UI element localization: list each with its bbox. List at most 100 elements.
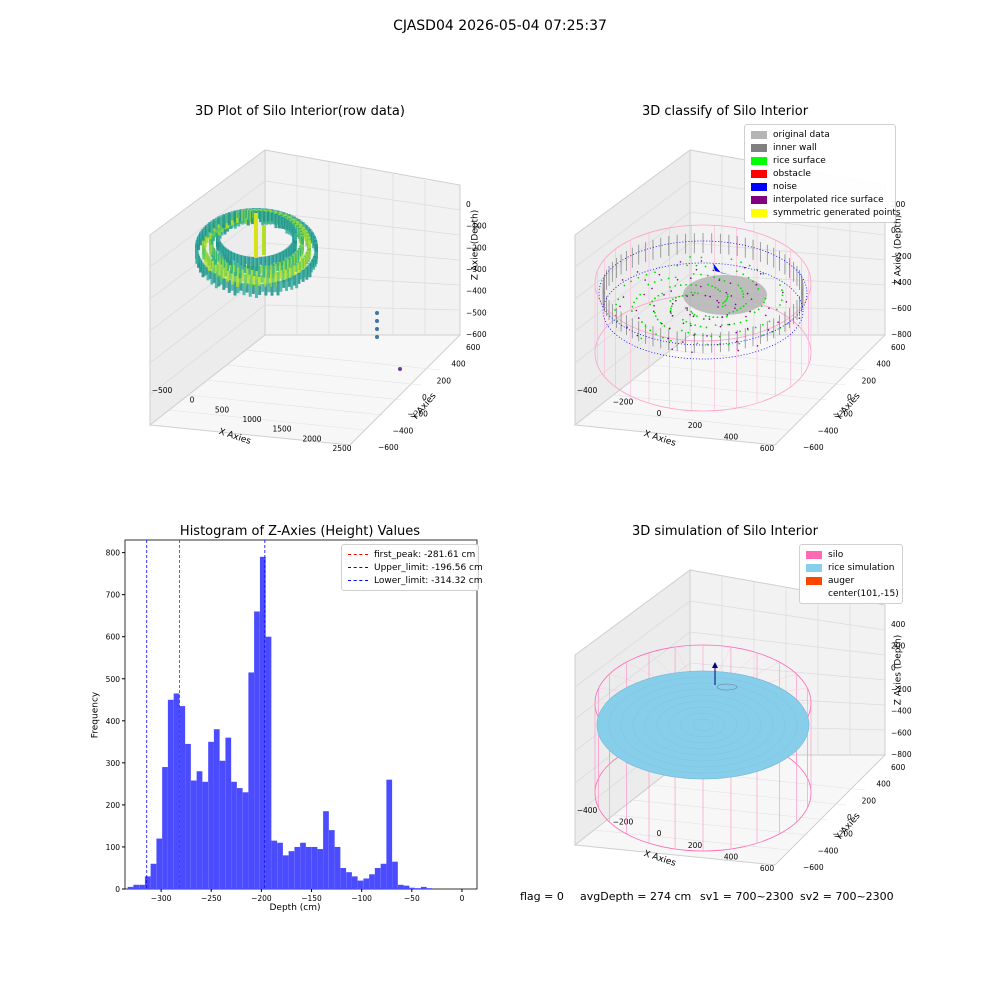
raw-point (247, 265, 251, 275)
raw-point (259, 265, 263, 274)
histogram-legend: first_peak: -281.61 cm Upper_limit: -196… (341, 544, 483, 591)
rice-surface-point (692, 272, 695, 275)
interpolated-point (670, 290, 672, 292)
z-tick-label: −600 (891, 304, 912, 313)
raw-point (224, 258, 228, 273)
raw-point (266, 265, 270, 279)
rice-surface-point (691, 312, 694, 315)
raw-point (233, 281, 237, 296)
y-tick-label: −200 (407, 410, 428, 419)
raw-point (233, 210, 237, 223)
x-tick-label: 0 (190, 396, 195, 405)
raw-point (233, 272, 237, 283)
y-tick-label: 500 (106, 675, 121, 684)
rice-surface-point (670, 312, 673, 315)
rice-surface-point (748, 264, 751, 267)
raw-point (262, 265, 266, 278)
raw-point (230, 211, 234, 221)
rice-surface-point (742, 295, 745, 298)
y-tick-label: 700 (106, 591, 121, 600)
interpolated-point (671, 314, 674, 317)
raw-point (279, 271, 283, 280)
grid-line (168, 409, 365, 431)
histogram-bar (231, 781, 237, 889)
rice-surface-point (720, 324, 723, 326)
z-tick-label: 0 (466, 200, 471, 209)
x-tick-label: 600 (760, 444, 775, 453)
auger-tip (712, 662, 718, 668)
interpolated-point (661, 322, 663, 325)
raw-point (243, 274, 247, 287)
legend-original-data: original data (751, 128, 889, 141)
y-tick-label: 0 (115, 885, 120, 894)
raw-point (245, 265, 249, 278)
raw-point (267, 283, 271, 293)
interpolated-point (728, 323, 731, 326)
y-tick-label: −200 (832, 830, 853, 839)
rice-surface-point (649, 329, 652, 332)
raw-point (286, 268, 290, 282)
raw-point (225, 278, 228, 288)
histogram-bar (334, 846, 341, 889)
rice-surface-point (690, 291, 693, 294)
interpolated-point (708, 318, 711, 320)
rice-surface-point (786, 322, 789, 325)
rice-surface-point (725, 315, 728, 318)
grid-line (149, 304, 266, 396)
rice-surface-point (655, 333, 657, 336)
interpolated-point (709, 295, 711, 298)
rice-surface-point (663, 325, 666, 327)
x-tick-label: 200 (688, 841, 703, 850)
legend-lower-limit: Lower_limit: -314.32 cm (348, 574, 482, 587)
interpolated-point (704, 294, 707, 297)
rice-surface-point (737, 284, 740, 287)
rice-surface-point (699, 325, 702, 328)
x-tick-label: −300 (151, 894, 172, 903)
raw-point (219, 276, 223, 285)
rice-surface-point (745, 302, 747, 305)
rice-surface-point (672, 298, 674, 301)
raw-point (213, 262, 217, 272)
y-tick-label: 200 (106, 801, 121, 810)
interpolated-point (759, 272, 762, 275)
raw-point (269, 264, 273, 275)
rice-surface-point (696, 342, 699, 345)
raw-point (255, 266, 258, 280)
rice-surface-point (757, 308, 760, 311)
rice-surface-point (760, 305, 763, 307)
raw-point (236, 272, 240, 287)
histogram-bar (386, 779, 393, 889)
status-avg-depth: avgDepth = 274 cm (580, 890, 692, 903)
histogram-bar (139, 884, 145, 889)
raw-point (243, 265, 247, 274)
y-tick-label: −200 (832, 410, 853, 419)
rice-surface-point (614, 314, 617, 317)
grid-line (187, 394, 384, 416)
raw-point (290, 266, 294, 281)
rice-surface-point (735, 270, 738, 273)
histogram-bar (213, 729, 220, 889)
rice-surface-point (726, 297, 729, 300)
rice-surface-point (695, 264, 698, 267)
histogram-bar (426, 888, 433, 889)
raw-point (234, 262, 238, 276)
y-tick-label: 200 (862, 796, 877, 805)
raw-point (257, 265, 261, 277)
rice-surface-point (690, 284, 693, 286)
rice-surface-point (614, 309, 616, 311)
raw-point (280, 261, 284, 271)
rice-surface-point (623, 284, 626, 287)
raw-point (217, 275, 221, 287)
interpolated-point (729, 282, 732, 284)
rice-surface-point (667, 277, 670, 280)
rice-surface-point (739, 330, 741, 333)
histogram-ylabel: Frequency (90, 691, 101, 739)
interpolated-point (676, 279, 679, 281)
raw-point (300, 236, 304, 245)
rice-surface-point (747, 276, 750, 279)
histogram-xlabel: Depth (cm) (269, 903, 321, 913)
raw-point (299, 259, 303, 273)
grid-line (264, 242, 461, 261)
interpolated-point (695, 268, 698, 271)
rice-simulation (596, 670, 810, 780)
